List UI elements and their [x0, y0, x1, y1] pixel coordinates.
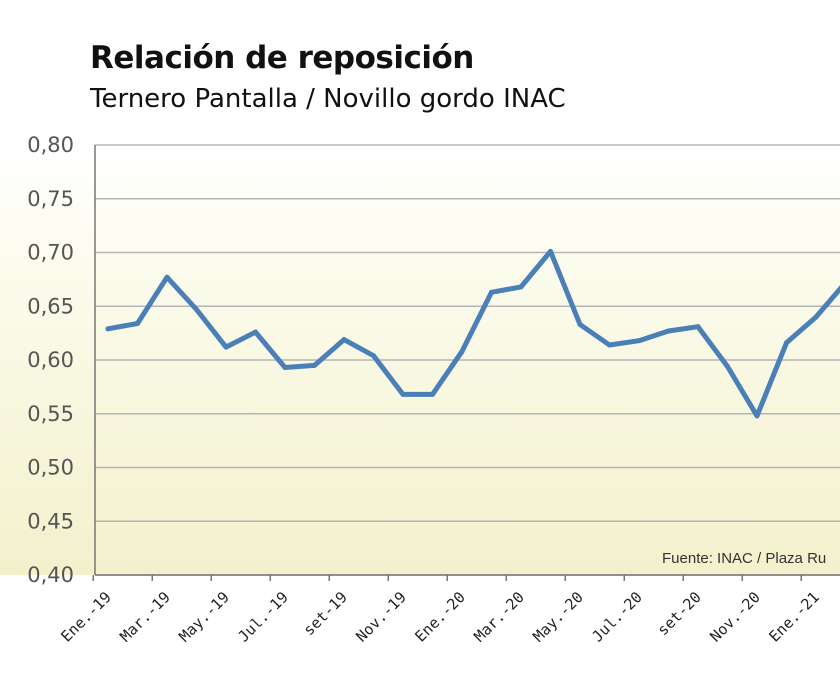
- data-point: [400, 391, 406, 397]
- data-point: [253, 329, 258, 335]
- data-point: [754, 413, 760, 419]
- data-point: [105, 326, 111, 332]
- data-point: [430, 391, 435, 397]
- x-tick-label: Nov.-20: [706, 588, 763, 645]
- data-point: [725, 363, 730, 369]
- x-tick-label: Mar.-20: [470, 588, 527, 645]
- x-tick-label: Ene.-19: [57, 588, 114, 645]
- x-tick-label: set-19: [300, 588, 351, 639]
- data-point: [489, 289, 494, 295]
- data-point: [135, 320, 140, 326]
- data-point: [607, 342, 612, 348]
- x-tick-label: Nov.-19: [352, 588, 409, 645]
- data-point: [548, 248, 553, 254]
- data-point: [371, 353, 376, 359]
- data-point: [666, 328, 671, 334]
- data-point: [312, 362, 317, 368]
- x-tick-label: Jul.-20: [588, 588, 645, 645]
- data-point: [341, 337, 347, 343]
- y-tick-label: 0,45: [27, 509, 74, 533]
- y-tick-label: 0,60: [27, 348, 74, 372]
- source-note: Fuente: INAC / Plaza Ru: [662, 550, 826, 567]
- chart-subtitle: Ternero Pantalla / Novillo gordo INAC: [90, 84, 566, 114]
- x-tick-label: Mar.-19: [116, 588, 173, 645]
- y-tick-label: 0,80: [27, 133, 74, 157]
- y-tick-label: 0,70: [27, 241, 74, 265]
- data-point: [459, 348, 465, 354]
- x-tick-label: May.-20: [529, 588, 586, 645]
- series-line: [105, 248, 840, 419]
- y-tick-label: 0,65: [27, 294, 74, 318]
- x-tick-label: Ene.-21: [765, 588, 822, 645]
- data-point: [282, 365, 288, 371]
- data-point: [164, 274, 170, 280]
- y-tick-label: 0,55: [27, 402, 74, 426]
- data-point: [695, 324, 701, 330]
- y-tick-label: 0,75: [27, 187, 74, 211]
- x-tick-label: set-20: [654, 588, 705, 639]
- data-point: [518, 284, 524, 290]
- x-tick-label: Jul.-19: [234, 588, 291, 645]
- x-tick-label: Ene.-20: [411, 588, 468, 645]
- data-point: [577, 322, 583, 328]
- data-point: [784, 340, 789, 346]
- y-tick-label: 0,50: [27, 456, 74, 480]
- x-tick-label: May.-19: [175, 588, 232, 645]
- chart-title: Relación de reposición: [90, 40, 474, 76]
- data-point: [194, 306, 199, 312]
- data-point: [223, 344, 229, 350]
- y-tick-label: 0,40: [27, 563, 74, 587]
- data-point: [636, 338, 642, 344]
- data-point: [813, 314, 819, 320]
